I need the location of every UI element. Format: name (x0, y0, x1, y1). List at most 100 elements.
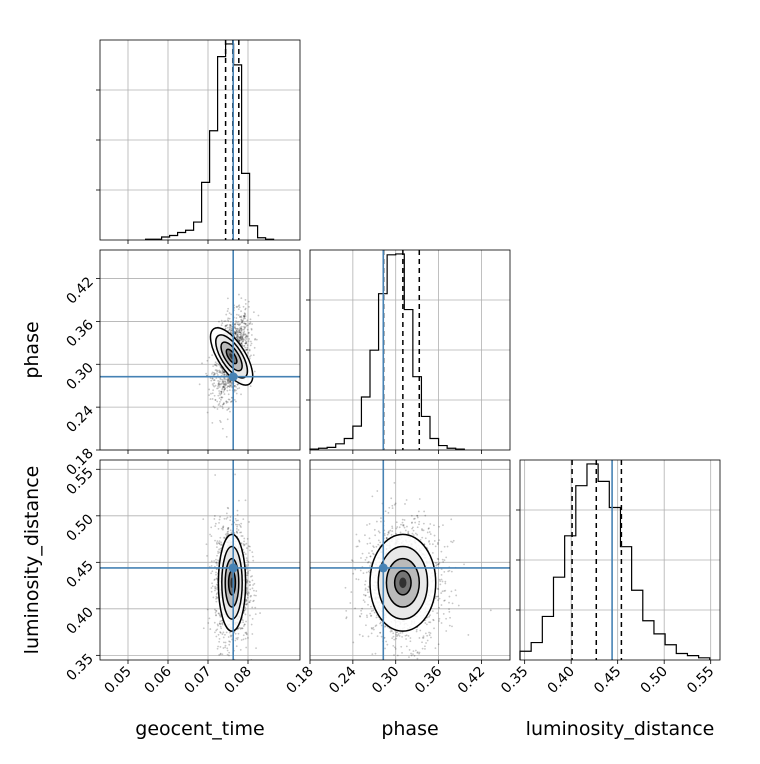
sample-point (240, 639, 243, 641)
sample-point (397, 634, 399, 637)
sample-point (221, 372, 224, 375)
sample-point (367, 585, 370, 588)
sample-point (222, 403, 225, 405)
sample-point (249, 583, 252, 586)
sample-point (237, 336, 240, 339)
sample-point (428, 540, 431, 542)
sample-point (219, 377, 222, 380)
sample-point (216, 370, 218, 373)
sample-point (236, 330, 238, 333)
sample-point (219, 625, 222, 628)
sample-point (245, 348, 248, 351)
sample-point (219, 631, 222, 634)
sample-point (215, 595, 218, 598)
sample-point (373, 528, 376, 531)
sample-point (380, 635, 383, 638)
sample-point (215, 558, 217, 561)
sample-point (448, 624, 451, 627)
sample-point (225, 517, 228, 520)
sample-point (245, 565, 248, 568)
sample-point (251, 551, 254, 554)
sample-point (229, 410, 231, 413)
sample-point (235, 531, 238, 534)
sample-point (245, 599, 248, 602)
sample-point (227, 408, 230, 411)
sample-point (421, 529, 424, 532)
sample-point (229, 384, 232, 387)
sample-point (243, 315, 245, 318)
sample-point (246, 335, 249, 338)
sample-point (416, 657, 419, 660)
sample-point (247, 570, 249, 573)
sample-point (245, 334, 248, 337)
sample-point (405, 645, 408, 648)
sample-point (240, 327, 243, 330)
sample-point (215, 573, 217, 576)
sample-point (219, 393, 221, 396)
sample-point (246, 538, 249, 540)
panel-frame-1-1 (309, 249, 511, 451)
sample-point (411, 521, 413, 524)
sample-point (364, 594, 367, 597)
sample-point (246, 571, 249, 574)
sample-point (230, 635, 232, 638)
sample-point (238, 306, 241, 309)
sample-point (210, 565, 213, 567)
sample-point (360, 609, 362, 612)
sample-point (233, 330, 236, 333)
sample-point (213, 515, 216, 517)
sample-point (247, 572, 249, 575)
sample-point (218, 390, 221, 392)
sample-point (235, 645, 238, 648)
sample-point (393, 482, 396, 484)
density-panel-phase-luminosity_distance (310, 460, 510, 660)
sample-point (223, 393, 226, 395)
sample-point (218, 386, 221, 388)
sample-point (246, 324, 249, 327)
sample-point (236, 513, 239, 516)
sample-point (222, 371, 224, 374)
sample-point (436, 595, 438, 598)
sample-point (219, 631, 222, 633)
panel-frame-2-1 (309, 459, 511, 661)
density-panel-geocent_time-luminosity_distance (100, 460, 300, 660)
contour-line (225, 348, 238, 365)
sample-point (402, 524, 404, 526)
sample-point (243, 312, 246, 315)
sample-point (226, 386, 229, 389)
sample-point (229, 326, 232, 328)
sample-point (242, 305, 245, 308)
sample-point (251, 575, 253, 577)
sample-point (247, 564, 249, 566)
sample-point (210, 379, 213, 382)
sample-point (222, 386, 225, 389)
sample-point (212, 389, 215, 392)
sample-point (388, 506, 391, 509)
sample-point (237, 333, 240, 335)
sample-point (360, 557, 362, 559)
sample-point (217, 385, 219, 388)
sample-point (393, 638, 396, 641)
sample-point (215, 369, 218, 372)
sample-point (227, 378, 230, 380)
sample-point (236, 525, 239, 528)
sample-point (238, 329, 241, 331)
sample-point (418, 523, 420, 526)
sample-point (215, 609, 217, 612)
sample-point (245, 646, 248, 649)
sample-point (230, 313, 233, 316)
sample-point (226, 310, 229, 312)
sample-point (245, 336, 248, 338)
sample-point (429, 523, 432, 525)
sample-point (209, 533, 211, 536)
sample-point (243, 540, 245, 543)
sample-point (243, 537, 246, 540)
sample-point (436, 557, 439, 560)
sample-point (410, 652, 412, 655)
sample-point (210, 392, 212, 395)
sample-point (255, 338, 258, 341)
sample-point (441, 558, 444, 561)
sample-point (251, 323, 253, 325)
sample-point (240, 321, 243, 324)
